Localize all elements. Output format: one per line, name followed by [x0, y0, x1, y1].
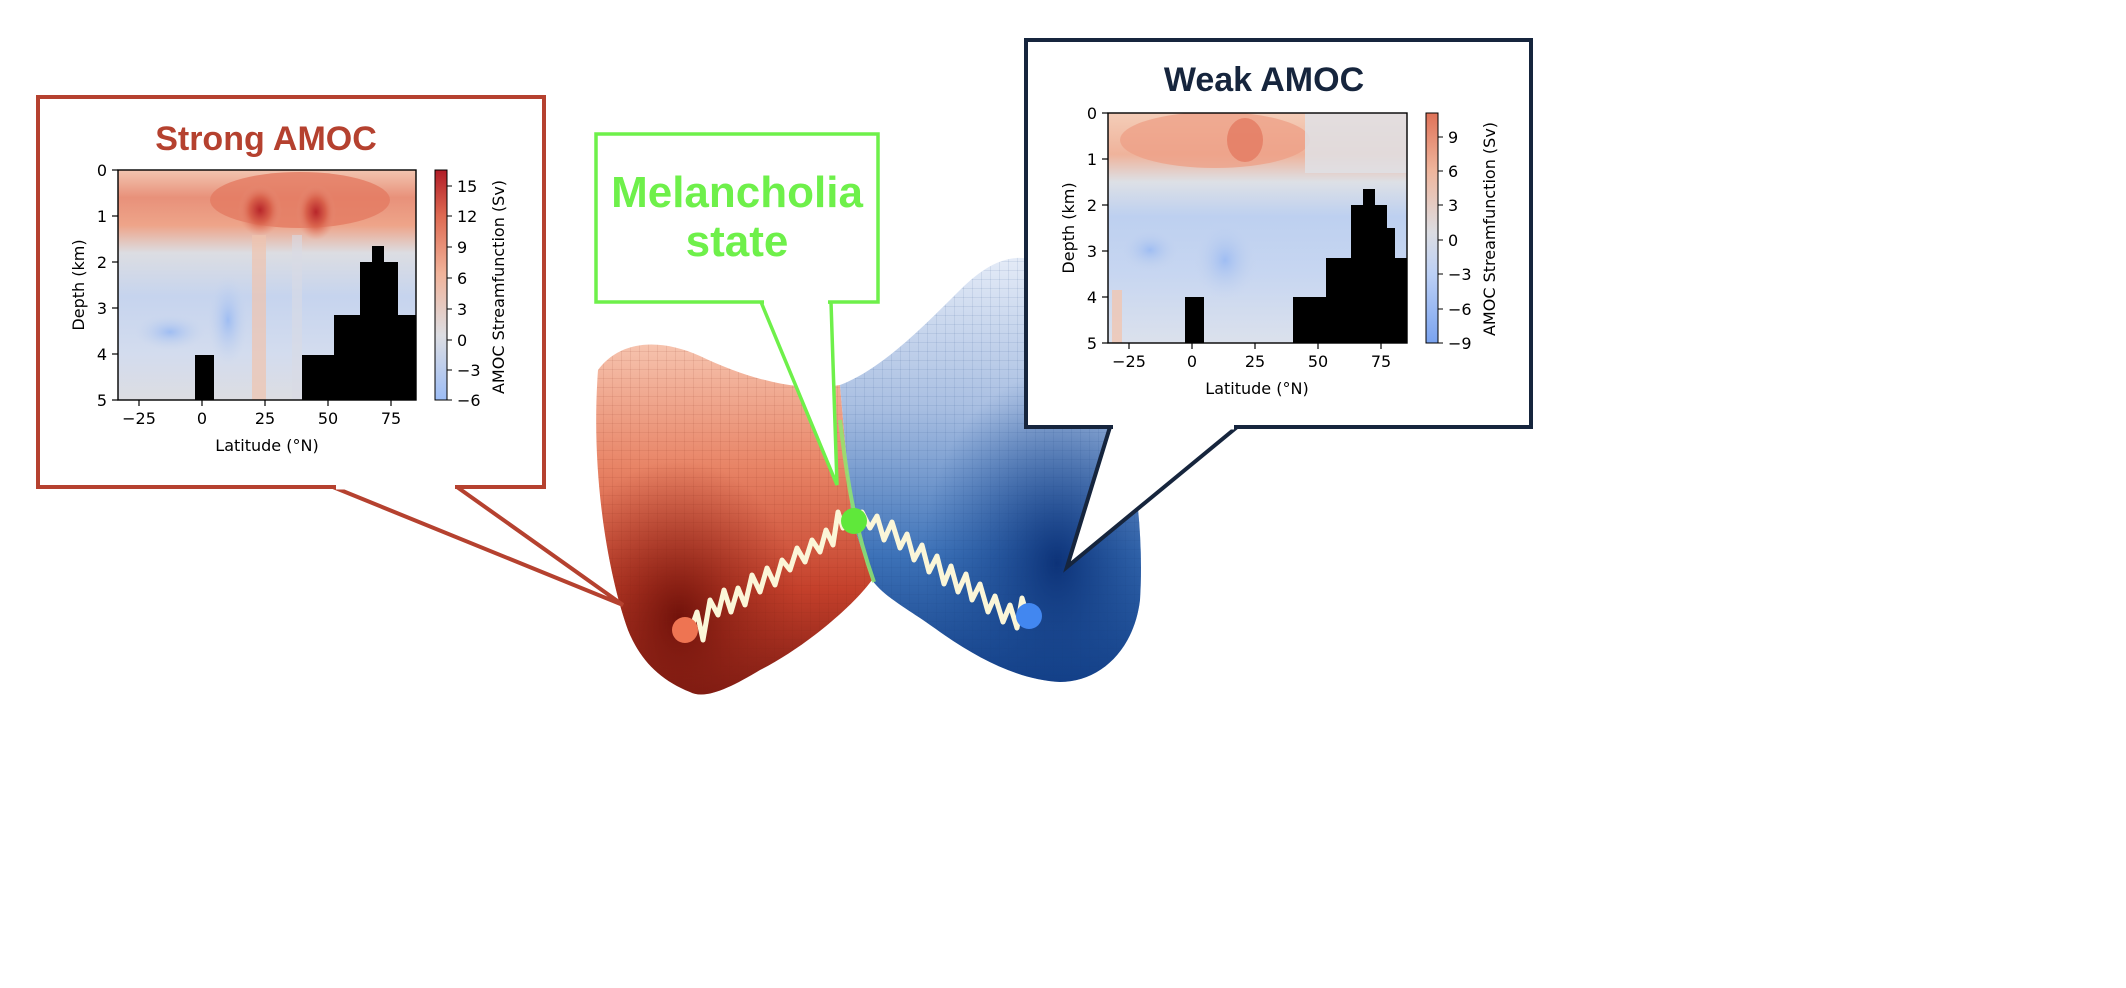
weak-panel-title: Weak AMOC	[1164, 61, 1364, 99]
weak-ytick: 2	[1087, 196, 1097, 215]
weak-ytick: 3	[1087, 242, 1097, 261]
strong-cbar-tick: 12	[457, 207, 477, 226]
strong-ytick: 1	[97, 207, 107, 226]
strong-xtick: −25	[122, 409, 156, 428]
strong-ytick: 2	[97, 253, 107, 272]
weak-ytick: 4	[1087, 288, 1097, 307]
strong-cbar-tick: −3	[457, 361, 481, 380]
weak-amoc-callout: Weak AMOC	[1024, 38, 1533, 573]
strong-panel-title: Strong AMOC	[155, 120, 377, 158]
strong-xlabel: Latitude (°N)	[215, 436, 318, 455]
melancholia-title-line1: Melancholia	[611, 168, 863, 217]
strong-cbar-tick: 0	[457, 331, 467, 350]
weak-cbar-tick: 3	[1448, 196, 1458, 215]
melancholia-title-line2: state	[686, 217, 789, 266]
weak-ylabel: Depth (km)	[1059, 182, 1078, 273]
melancholia-callout: Melancholia state	[594, 132, 880, 486]
weak-xtick: −25	[1112, 352, 1146, 371]
weak-cbar-tick: 9	[1448, 128, 1458, 147]
weak-xtick: 25	[1245, 352, 1265, 371]
strong-colorbar: 15 12 9 6 3 0 −3 −6	[434, 169, 481, 410]
weak-ytick: 5	[1087, 334, 1097, 353]
strong-ytick: 5	[97, 391, 107, 410]
weak-y-axis: 0 1 2 3 4 5	[1087, 104, 1108, 353]
strong-callout-pointer	[332, 485, 625, 607]
melancholia-state-marker	[841, 508, 867, 534]
weak-bathymetry	[1185, 189, 1407, 343]
weak-cbar-tick: −3	[1448, 265, 1472, 284]
strong-amoc-callout: Strong AMOC	[36, 95, 625, 607]
strong-cbar-tick: 9	[457, 238, 467, 257]
weak-ytick: 0	[1087, 104, 1097, 123]
strong-ytick: 4	[97, 345, 107, 364]
weak-cbar-tick: 0	[1448, 231, 1458, 250]
weak-x-axis: −25 0 25 50 75	[1112, 343, 1391, 371]
weak-xtick: 0	[1187, 352, 1197, 371]
strong-ytick: 3	[97, 299, 107, 318]
strong-x-axis: −25 0 25 50 75	[122, 400, 401, 428]
weak-xlabel: Latitude (°N)	[1205, 379, 1308, 398]
strong-colorbar-label: AMOC Streamfunction (Sv)	[489, 180, 508, 394]
weak-cbar-tick: −9	[1448, 334, 1472, 353]
strong-xtick: 25	[255, 409, 275, 428]
weak-cbar-tick: −6	[1448, 300, 1472, 319]
weak-xtick: 50	[1308, 352, 1328, 371]
strong-xtick: 0	[197, 409, 207, 428]
strong-y-axis: 0 1 2 3 4 5	[97, 161, 118, 410]
weak-xtick: 75	[1371, 352, 1391, 371]
weak-colorbar: 9 6 3 0 −3 −6 −9	[1425, 112, 1472, 353]
separatrix-line	[838, 419, 876, 583]
strong-ytick: 0	[97, 161, 107, 180]
strong-ylabel: Depth (km)	[69, 239, 88, 330]
strong-state-marker	[672, 617, 698, 643]
strong-heatmap	[118, 170, 416, 400]
strong-cbar-tick: 15	[457, 177, 477, 196]
weak-heatmap	[1108, 113, 1407, 343]
weak-cbar-tick: 6	[1448, 162, 1458, 181]
potential-landscape	[596, 257, 1141, 695]
melancholia-callout-box	[594, 132, 880, 304]
weak-ytick: 1	[1087, 150, 1097, 169]
strong-cbar-tick: 3	[457, 300, 467, 319]
strong-xtick: 75	[381, 409, 401, 428]
strong-bathymetry	[195, 246, 416, 400]
weak-colorbar-label: AMOC Streamfunction (Sv)	[1480, 122, 1499, 336]
strong-xtick: 50	[318, 409, 338, 428]
strong-cbar-tick: −6	[457, 391, 481, 410]
strong-cbar-tick: 6	[457, 269, 467, 288]
weak-state-marker	[1016, 603, 1042, 629]
